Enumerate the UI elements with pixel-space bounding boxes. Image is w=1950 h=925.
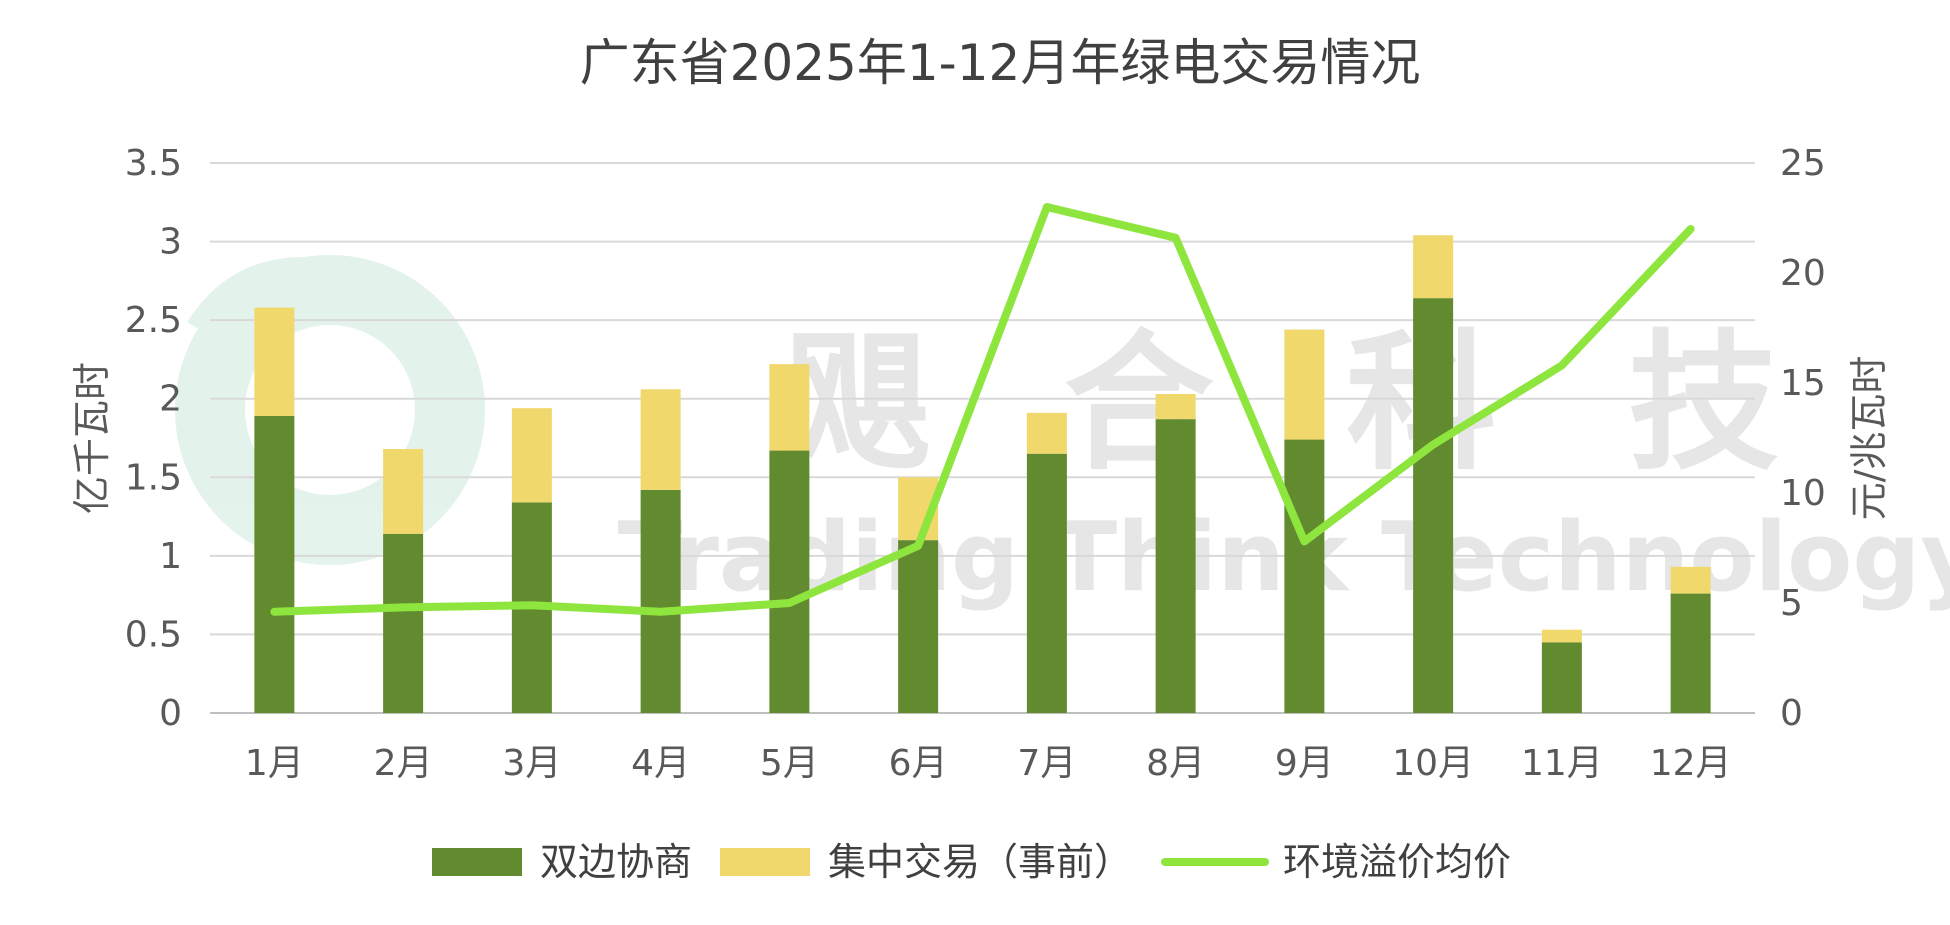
gridlines <box>210 162 1755 714</box>
bar-bilateral <box>769 450 810 713</box>
bar-centralized <box>769 364 810 451</box>
x-tick-label: 11月 <box>1521 743 1603 784</box>
y-tick-label: 3 <box>159 222 182 263</box>
x-tick-label: 3月 <box>502 743 561 784</box>
bar-bilateral <box>1284 439 1325 713</box>
y-tick-label: 3.5 <box>125 143 182 184</box>
y-tick-label: 0.5 <box>125 614 182 655</box>
x-axis-ticks: 1月 2月 3月 4月 5月 6月 7月 8月 9月 10月 11月 12月 <box>245 743 1732 784</box>
x-tick-label: 12月 <box>1650 743 1732 784</box>
legend-label: 集中交易（事前） <box>828 840 1132 884</box>
x-tick-label: 6月 <box>889 743 948 784</box>
y2-tick-label: 20 <box>1780 253 1826 294</box>
y-axis-left-ticks: 0 0.5 1 1.5 2 2.5 3 3.5 <box>125 143 182 734</box>
legend-swatch <box>432 848 522 876</box>
x-tick-label: 7月 <box>1017 743 1076 784</box>
bar-bilateral <box>1541 642 1582 713</box>
bar-bilateral <box>1026 453 1067 713</box>
bar-bilateral <box>383 533 424 713</box>
x-tick-label: 2月 <box>374 743 433 784</box>
bar-centralized <box>1284 329 1325 440</box>
x-tick-label: 4月 <box>631 743 690 784</box>
y-tick-label: 1.5 <box>125 457 182 498</box>
chart-title: 广东省2025年1-12月年绿电交易情况 <box>580 34 1421 92</box>
x-tick-label: 1月 <box>245 743 304 784</box>
watermark: 飓 合 科 技 Trading Think Technology <box>175 255 1950 613</box>
bar-centralized <box>1670 566 1711 594</box>
bars <box>254 235 1711 713</box>
bar-centralized <box>640 389 681 490</box>
x-tick-label: 8月 <box>1146 743 1205 784</box>
bar-bilateral <box>254 416 295 713</box>
x-tick-label: 9月 <box>1275 743 1334 784</box>
legend: 双边协商 集中交易（事前） 环境溢价均价 <box>432 840 1511 884</box>
bar-centralized <box>1155 394 1196 420</box>
legend-swatch <box>720 848 810 876</box>
legend-label: 双边协商 <box>540 840 692 884</box>
bar-centralized <box>1413 235 1454 299</box>
y2-tick-label: 15 <box>1780 363 1826 404</box>
y-tick-label: 2.5 <box>125 300 182 341</box>
y2-tick-label: 0 <box>1780 693 1803 734</box>
bar-bilateral <box>640 489 681 713</box>
price-line <box>270 203 1695 616</box>
y-axis-right-title: 元/兆瓦时 <box>1847 356 1891 521</box>
legend-item-price: 环境溢价均价 <box>1161 840 1511 884</box>
y2-tick-label: 5 <box>1780 583 1803 624</box>
x-tick-label: 5月 <box>760 743 819 784</box>
y2-tick-label: 10 <box>1780 473 1826 514</box>
watermark-logo-icon <box>175 255 485 565</box>
y-axis-left-title: 亿千瓦时 <box>70 362 114 514</box>
bar-bilateral <box>1413 298 1454 713</box>
legend-label: 环境溢价均价 <box>1283 840 1511 884</box>
bar-centralized <box>1026 412 1067 454</box>
y-tick-label: 0 <box>159 693 182 734</box>
bar-bilateral <box>1155 419 1196 713</box>
y2-tick-label: 25 <box>1780 143 1826 184</box>
legend-item-centralized: 集中交易（事前） <box>720 840 1132 884</box>
y-axis-right-ticks: 0 5 10 15 20 25 <box>1780 143 1826 734</box>
bar-centralized <box>383 449 424 534</box>
bar-centralized <box>254 307 295 416</box>
y-tick-label: 2 <box>159 379 182 420</box>
bar-centralized <box>1541 629 1582 643</box>
bar-bilateral <box>1670 593 1711 713</box>
bar-bilateral <box>898 540 939 713</box>
bar-centralized <box>511 408 552 503</box>
line-series <box>270 203 1695 616</box>
watermark-en: Trading Think Technology <box>618 503 1950 613</box>
legend-item-bilateral: 双边协商 <box>432 840 692 884</box>
x-tick-label: 10月 <box>1392 743 1474 784</box>
y-tick-label: 1 <box>159 536 182 577</box>
